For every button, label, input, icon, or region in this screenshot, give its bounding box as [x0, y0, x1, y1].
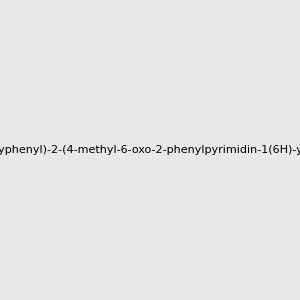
Text: N-(4-methoxyphenyl)-2-(4-methyl-6-oxo-2-phenylpyrimidin-1(6H)-yl)acetamide: N-(4-methoxyphenyl)-2-(4-methyl-6-oxo-2-…	[0, 145, 300, 155]
